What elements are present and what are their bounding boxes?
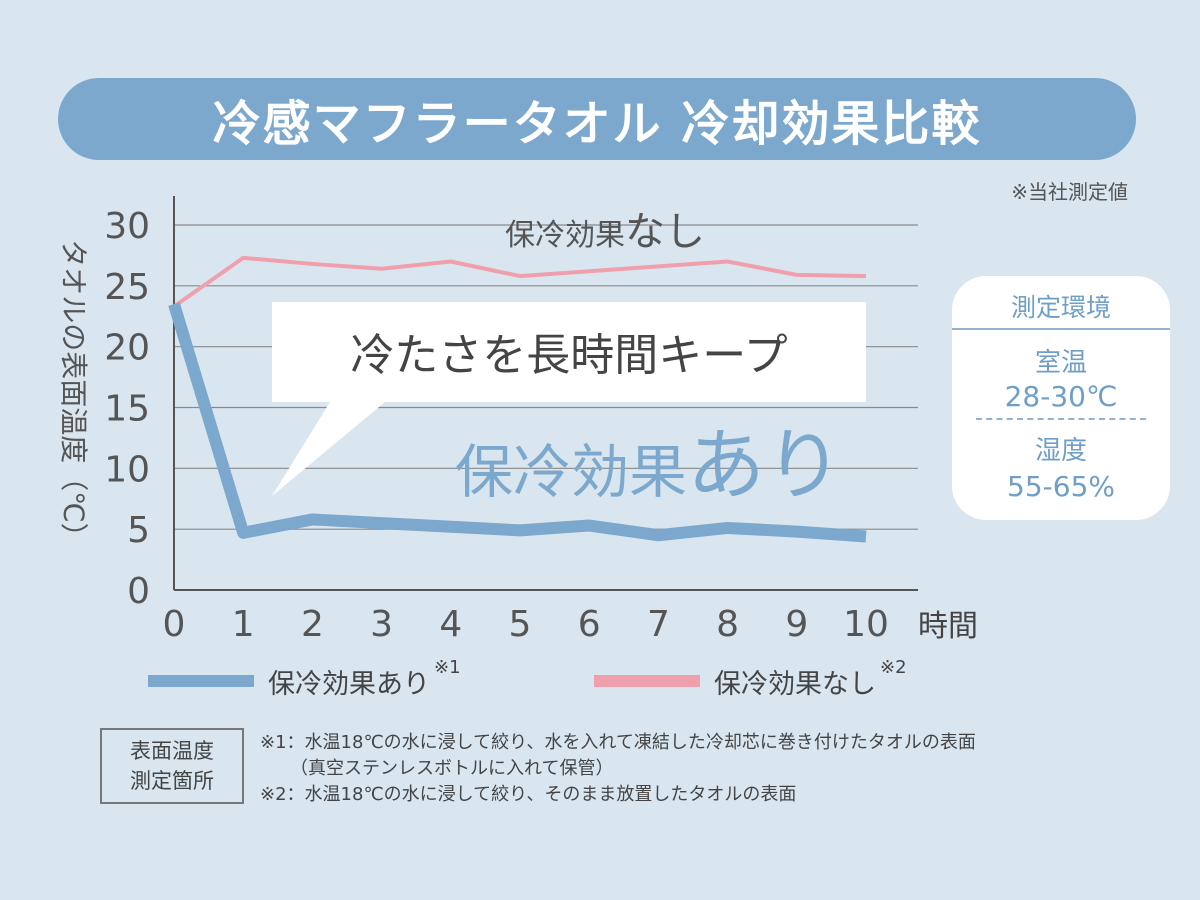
footnotes: ※1：水温18℃の水に浸して絞り、水を入れて凍結した冷却芯に巻き付けたタオルの表… <box>260 730 976 808</box>
callout-text: 冷たさを長時間キープ <box>350 330 787 381</box>
environment-box: 測定環境 室温 28-30℃ 湿度 55-65% <box>952 276 1170 520</box>
legend-label-with: 保冷効果あり <box>268 668 430 700</box>
humidity-label: 湿度 <box>1034 436 1087 466</box>
series-line-with <box>168 302 867 543</box>
callout-bubble: 冷たさを長時間キープ <box>272 302 866 496</box>
footnote-box-line1: 表面温度 <box>130 739 214 763</box>
y-tick-label: 30 <box>104 206 150 247</box>
legend: 保冷効果あり ※1 保冷効果なし ※2 <box>148 656 1048 706</box>
y-tick-label: 20 <box>104 328 150 369</box>
legend-swatch-with <box>148 675 254 687</box>
legend-label-without: 保冷効果なし <box>714 668 876 700</box>
x-tick-labels: 0 1 2 3 4 5 6 7 8 9 10 <box>163 604 889 645</box>
footnote-1-cont: （真空ステンレスボトルに入れて保管） <box>290 758 614 779</box>
humidity-value: 55-65% <box>1007 470 1115 503</box>
legend-swatch-without <box>594 675 700 687</box>
legend-note-without: ※2 <box>880 656 907 678</box>
annotation-without-label: 保冷効果なし <box>505 209 705 255</box>
footnote-2: ※2：水温18℃の水に浸して絞り、そのまま放置したタオルの表面 <box>260 784 797 805</box>
x-tick-label: 3 <box>370 604 393 645</box>
x-tick-label: 9 <box>785 604 808 645</box>
measurement-location-box: 表面温度 測定箇所 <box>100 728 244 804</box>
legend-item-with: 保冷効果あり ※1 <box>148 656 461 706</box>
legend-note-with: ※1 <box>434 656 461 678</box>
x-tick-label: 2 <box>301 604 324 645</box>
x-tick-label: 1 <box>232 604 255 645</box>
y-axis-label: タオルの表面温度（℃） <box>57 239 90 550</box>
environment-title: 測定環境 <box>1010 293 1111 322</box>
x-tick-label: 4 <box>439 604 462 645</box>
y-tick-label: 15 <box>104 389 150 430</box>
annotation-with-label: 保冷効果あり <box>455 421 843 511</box>
series-line-without <box>172 255 867 309</box>
y-tick-label: 5 <box>127 510 150 551</box>
x-tick-label: 0 <box>163 604 186 645</box>
axes <box>173 196 918 591</box>
x-tick-label: 7 <box>647 604 670 645</box>
y-tick-label: 25 <box>104 267 150 308</box>
x-tick-label: 5 <box>509 604 532 645</box>
x-tick-label: 10 <box>843 604 889 645</box>
environment-divider <box>952 328 1170 330</box>
title-banner: 冷感マフラータオル 冷却効果比較 <box>58 78 1136 160</box>
x-tick-label: 8 <box>716 604 739 645</box>
legend-item-without: 保冷効果なし ※2 <box>594 656 907 706</box>
x-axis-label: 時間 <box>918 609 978 644</box>
y-tick-labels: 0 5 10 15 20 25 30 <box>104 206 150 612</box>
environment-dashed-divider <box>976 418 1146 420</box>
chart-title: 冷感マフラータオル 冷却効果比較 <box>212 96 982 152</box>
x-tick-label: 6 <box>578 604 601 645</box>
measurement-note: ※当社測定値 <box>1011 180 1128 204</box>
room-temp-value: 28-30℃ <box>1004 380 1118 413</box>
footnote-box-line2: 測定箇所 <box>130 769 214 793</box>
y-tick-label: 10 <box>104 449 150 490</box>
series-lines <box>168 255 867 543</box>
room-temp-label: 室温 <box>1034 348 1087 378</box>
y-tick-label: 0 <box>127 571 150 612</box>
footnote-1: ※1：水温18℃の水に浸して絞り、水を入れて凍結した冷却芯に巻き付けたタオルの表… <box>260 732 976 753</box>
